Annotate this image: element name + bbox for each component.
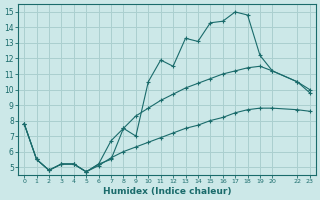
- X-axis label: Humidex (Indice chaleur): Humidex (Indice chaleur): [103, 187, 231, 196]
